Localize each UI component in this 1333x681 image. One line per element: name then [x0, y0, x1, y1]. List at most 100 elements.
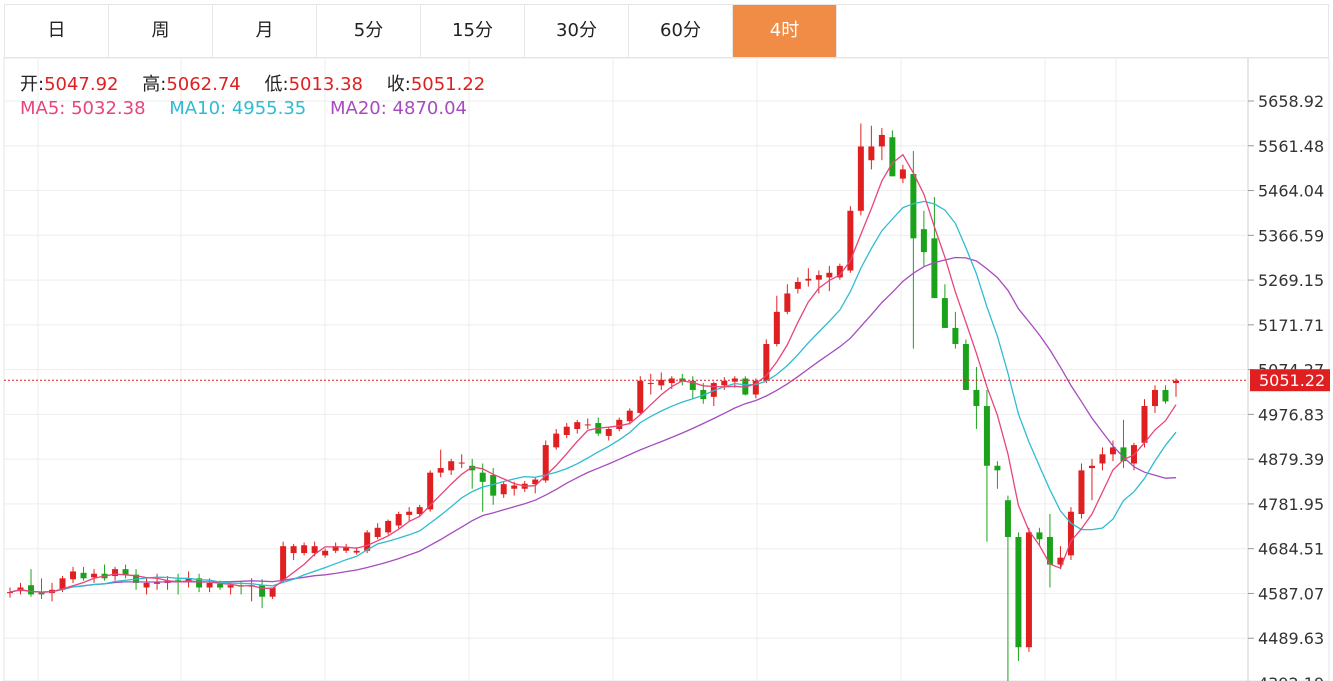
open-label: 开: [20, 74, 45, 95]
candle-body [805, 278, 812, 281]
tab-week[interactable]: 周 [109, 5, 213, 57]
candle-body [59, 578, 66, 590]
y-tick-label: 4976.83 [1258, 405, 1324, 424]
ma5-label: MA5: [20, 98, 66, 119]
candle-body [395, 514, 402, 526]
candle-body [500, 484, 507, 495]
candle-body [1120, 447, 1127, 462]
candle-body [259, 585, 266, 597]
candle-body [994, 465, 1001, 471]
candle-body [437, 468, 444, 473]
candle-body [773, 311, 780, 345]
candle-body [815, 275, 822, 280]
candle-body [38, 592, 45, 595]
candle-body [794, 281, 801, 289]
candle-body [458, 462, 465, 464]
candle-body [721, 380, 728, 386]
candle-body [563, 426, 570, 435]
candle-body [490, 474, 497, 496]
ma20-value: 4870.04 [392, 98, 467, 119]
candle-body [1141, 406, 1148, 443]
ma5-value: 5032.38 [71, 98, 146, 119]
candle-body [889, 137, 896, 177]
candle-body [952, 327, 959, 345]
candle-body [752, 380, 759, 395]
ma20-line [9, 256, 1177, 593]
candle-body [1173, 380, 1179, 384]
open-value: 5047.92 [44, 74, 119, 95]
candle-body [175, 579, 182, 581]
high-label: 高: [142, 74, 167, 95]
candles [7, 123, 1179, 681]
candle-body [143, 582, 150, 588]
candle-body [427, 472, 434, 510]
y-tick-label: 4781.95 [1258, 495, 1324, 514]
candle-body [941, 298, 948, 328]
y-tick-label: 4392.19 [1258, 674, 1324, 681]
candle-body [28, 585, 35, 595]
low-label: 低: [264, 74, 289, 95]
candle-body [406, 511, 413, 515]
candle-body [343, 547, 350, 551]
candle-body [931, 238, 938, 299]
candle-body [973, 389, 980, 407]
candle-body [668, 378, 675, 384]
ohlc-readout: 开:5047.92 高:5062.74 低:5013.38 收:5051.22 [20, 70, 503, 96]
tab-15min[interactable]: 15分 [421, 5, 525, 57]
chart-grid [3, 57, 1330, 681]
candle-body [332, 546, 339, 551]
current-price-label: 5051.22 [1259, 371, 1325, 390]
candle-body [689, 380, 696, 390]
candle-body [1078, 470, 1085, 515]
close-label: 收: [386, 74, 411, 95]
tab-5min[interactable]: 5分 [317, 5, 421, 57]
tab-30min[interactable]: 30分 [525, 5, 629, 57]
candle-body [731, 378, 738, 382]
candle-body [7, 592, 13, 594]
candle-body [878, 134, 885, 147]
candle-body [70, 571, 77, 580]
tab-60min[interactable]: 60分 [629, 5, 733, 57]
ma10-value: 4955.35 [231, 98, 307, 119]
candle-body [1057, 557, 1064, 565]
y-tick-label: 5269.15 [1258, 271, 1324, 290]
candle-body [847, 210, 854, 271]
candle-body [269, 587, 276, 597]
candle-body [574, 422, 581, 430]
candle-body [920, 229, 927, 253]
candle-body [416, 507, 423, 515]
y-tick-label: 5561.48 [1258, 137, 1324, 156]
tab-day[interactable]: 日 [5, 5, 109, 57]
candle-body [1046, 536, 1053, 565]
candle-body [637, 380, 644, 413]
ma10-line [9, 200, 1177, 593]
moving-average-lines [9, 153, 1177, 593]
candle-body [1025, 532, 1032, 648]
candle-body [962, 344, 969, 390]
candle-body [1067, 511, 1074, 556]
candle-body [1151, 389, 1158, 407]
candle-body [1015, 536, 1022, 648]
candle-body [616, 419, 623, 430]
candle-body [1088, 465, 1095, 469]
candle-body [584, 424, 591, 426]
candle-body [658, 379, 665, 386]
y-tick-label: 4587.07 [1258, 584, 1324, 603]
candle-body [364, 532, 371, 551]
candle-body [353, 550, 360, 553]
candle-body [626, 410, 633, 422]
candle-body [763, 344, 770, 381]
candle-body [784, 293, 791, 312]
y-tick-label: 5464.04 [1258, 182, 1324, 201]
tab-month[interactable]: 月 [213, 5, 317, 57]
candle-body [1036, 532, 1043, 540]
candle-body [1099, 454, 1106, 464]
candle-body [196, 578, 203, 588]
candle-body [899, 169, 906, 179]
candle-body [112, 569, 119, 577]
candle-body [983, 406, 990, 466]
y-tick-label: 5658.92 [1258, 92, 1324, 111]
candle-body [311, 546, 318, 554]
tab-4hour[interactable]: 4时 [733, 5, 837, 57]
